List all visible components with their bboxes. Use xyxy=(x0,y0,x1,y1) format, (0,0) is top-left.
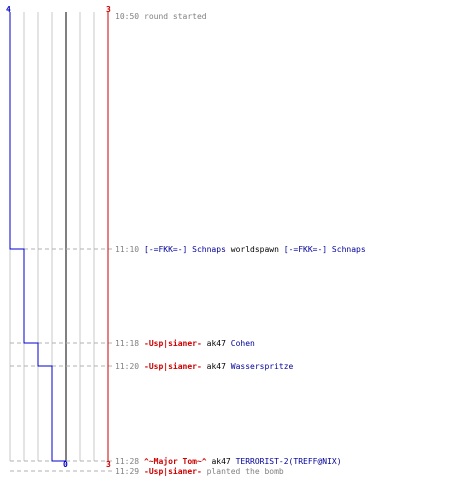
event-part-red: ^~Major Tom~^ xyxy=(144,456,207,466)
event-part-black: ak47 xyxy=(207,339,226,348)
event-part-blue: Cohen xyxy=(231,339,255,348)
event-part-blue: [-=FKK=-] Schnaps xyxy=(144,245,226,254)
event-part-black: worldspawn xyxy=(231,245,279,254)
event-row: 11:10 [-=FKK=-] Schnaps worldspawn [-=FKK=-… xyxy=(115,245,366,254)
event-row: 11:28 ^~Major Tom~^ ak47 TERRORIST-2(TREFF@… xyxy=(115,456,342,466)
event-time: 11:20 xyxy=(115,362,139,371)
ct-alive-step-line xyxy=(9,12,66,462)
event-row: 11:29 -Usp|sianer-planted the bomb xyxy=(115,466,284,476)
event-part-red: -Usp|sianer- xyxy=(144,466,202,476)
event-time: 11:29 xyxy=(115,467,139,476)
ct-end-count: 0 xyxy=(63,460,68,469)
event-row: 11:18 -Usp|sianer-ak47 Cohen xyxy=(115,338,255,348)
event-time: 11:28 xyxy=(115,457,139,466)
event-row: 11:20 -Usp|sianer-ak47 Wasserspritze xyxy=(115,361,294,371)
event-part-gray: round started xyxy=(144,12,207,21)
event-part-black: ak47 xyxy=(207,362,226,371)
event-part-red: -Usp|sianer- xyxy=(144,338,202,348)
t-start-count: 3 xyxy=(106,5,111,14)
event-part-red: -Usp|sianer- xyxy=(144,361,202,371)
event-time: 10:50 xyxy=(115,12,139,21)
event-time: 11:10 xyxy=(115,245,139,254)
event-part-black: ak47 xyxy=(211,457,230,466)
event-guides xyxy=(10,248,112,472)
t-end-count: 3 xyxy=(106,460,111,469)
event-part-blue: [-=FKK=-] Schnaps xyxy=(284,245,366,254)
event-part-blue: TERRORIST-2(TREFF@NIX) xyxy=(236,457,342,466)
event-list: 10:50 round started 11:10 [-=FKK=-] Schnaps… xyxy=(115,12,366,476)
event-row: 10:50 round started xyxy=(115,12,207,21)
ct-start-count: 4 xyxy=(6,5,11,14)
grid-lines xyxy=(9,12,95,461)
event-part-blue: Wasserspritze xyxy=(231,362,294,371)
event-time: 11:18 xyxy=(115,339,139,348)
event-part-gray: planted the bomb xyxy=(207,467,284,476)
